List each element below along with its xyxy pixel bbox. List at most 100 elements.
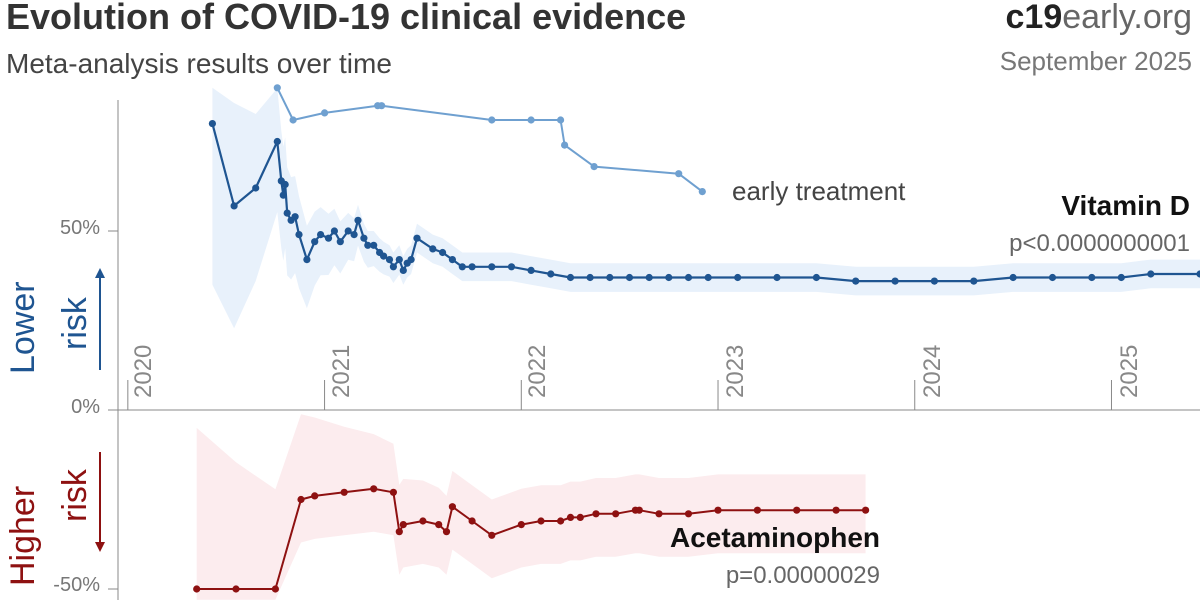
vitamin-d-point-41 xyxy=(566,273,575,282)
acetaminophen-point-15 xyxy=(488,531,496,539)
acetaminophen-ci-band xyxy=(196,414,866,600)
acetaminophen-point-0 xyxy=(193,585,201,593)
acetaminophen-point-19 xyxy=(566,513,575,522)
y-tick-minus-50: -50% xyxy=(53,574,100,596)
chart-title: Evolution of COVID-19 clinical evidence xyxy=(6,0,687,37)
vitamin-d-point-44 xyxy=(625,273,634,282)
vitamin-d-point-36 xyxy=(468,263,476,271)
vitamin-d-point-5 xyxy=(279,191,287,199)
y-tick-50: 50% xyxy=(59,217,100,239)
vitamin-d-line xyxy=(211,123,1200,283)
acetaminophen-point-1 xyxy=(232,585,240,593)
vitamin-d-early-line xyxy=(276,87,703,193)
vitamin-d-point-17 xyxy=(344,227,352,235)
vitamin-d-point-57 xyxy=(1048,273,1057,282)
x-tick-2024: 2024 xyxy=(919,344,946,398)
vitamin-d-point-34 xyxy=(448,256,456,264)
vitamin-d-point-15 xyxy=(330,227,338,235)
vitamin-d-early-point-6 xyxy=(527,116,535,124)
higher-risk-arrowhead xyxy=(95,542,105,552)
vitamin-d-point-11 xyxy=(303,256,311,264)
vitamin-d-early-point-0 xyxy=(273,84,281,92)
series-lines xyxy=(196,87,1200,590)
vitamin-d-point-58 xyxy=(1088,273,1096,282)
vitamin-d-point-16 xyxy=(336,238,344,246)
acetaminophen-point-13 xyxy=(448,503,456,511)
acetaminophen-label: Acetaminophen xyxy=(669,522,880,553)
acetaminophen-point-30 xyxy=(832,506,840,514)
vitamin-d-point-19 xyxy=(354,216,362,224)
vitamin-d-point-22 xyxy=(370,241,378,249)
vitamin-d-early-point-2 xyxy=(321,109,329,117)
vitamin-d-point-35 xyxy=(458,263,466,271)
x-tick-2025: 2025 xyxy=(1116,344,1143,398)
vitamin-d-point-45 xyxy=(645,273,653,282)
x-tick-2023: 2023 xyxy=(722,344,749,398)
vitamin-d-point-26 xyxy=(389,263,397,271)
vitamin-d-point-18 xyxy=(350,231,358,239)
vitamin-d-point-46 xyxy=(665,273,673,282)
vitamin-d-point-1 xyxy=(230,202,238,210)
acetaminophen-point-21 xyxy=(592,510,600,518)
vitamin-d-early-point-1 xyxy=(289,116,297,124)
vitamin-d-point-50 xyxy=(773,273,781,282)
acetaminophen-pvalue: p=0.00000029 xyxy=(725,562,880,589)
lower-risk-arrowhead xyxy=(95,268,105,278)
acetaminophen-point-11 xyxy=(435,521,443,529)
x-tick-2021: 2021 xyxy=(328,344,355,398)
vitamin-d-point-43 xyxy=(606,273,614,282)
acetaminophen-point-28 xyxy=(753,506,762,514)
vitamin-d-point-51 xyxy=(812,273,821,282)
vitamin-d-point-27 xyxy=(395,256,403,264)
acetaminophen-point-16 xyxy=(517,521,525,529)
vitamin-d-early-point-5 xyxy=(488,116,496,124)
vitamin-d-point-49 xyxy=(734,273,742,282)
acetaminophen-point-17 xyxy=(537,517,545,525)
acetaminophen-point-20 xyxy=(576,513,584,522)
vitamin-d-point-53 xyxy=(891,277,899,285)
vitamin-d-early-point-7 xyxy=(557,116,565,124)
vitamin-d-point-38 xyxy=(507,263,516,271)
y-tick-0: 0% xyxy=(71,396,100,418)
brand-bold: c19 xyxy=(1005,0,1063,36)
vitamin-d-point-28 xyxy=(399,266,407,274)
lower-risk-label-line2: risk xyxy=(56,297,94,350)
vitamin-d-point-61 xyxy=(1196,270,1200,278)
vitamin-d-point-48 xyxy=(704,273,712,282)
vitamin-d-point-55 xyxy=(970,277,978,285)
x-tick-2020: 2020 xyxy=(130,344,157,398)
vitamin-d-point-56 xyxy=(1009,273,1017,282)
vitamin-d-early-point-9 xyxy=(590,163,598,171)
chart-axes xyxy=(95,100,1200,600)
vitamin-d-point-47 xyxy=(684,273,693,282)
vitamin-d-point-33 xyxy=(439,248,447,257)
x-tick-2022: 2022 xyxy=(524,344,551,398)
lower-risk-label-line1: Lower xyxy=(4,281,42,374)
brand-logo[interactable]: c19early.org xyxy=(1006,0,1193,37)
vitamin-d-early-point-8 xyxy=(561,141,569,149)
series-points xyxy=(193,84,1200,593)
acetaminophen-point-22 xyxy=(612,510,620,518)
acetaminophen-point-9 xyxy=(399,521,407,529)
vitamin-d-point-42 xyxy=(586,273,594,282)
higher-risk-label-line1: Higher xyxy=(4,485,42,586)
vitamin-d-point-31 xyxy=(413,234,421,242)
vitamin-d-point-0 xyxy=(208,120,216,128)
vitamin-d-point-52 xyxy=(852,277,860,285)
vitamin-d-point-13 xyxy=(317,231,325,239)
acetaminophen-point-10 xyxy=(419,517,427,525)
acetaminophen-point-26 xyxy=(684,510,693,518)
vitamin-d-ci-band xyxy=(212,87,1200,329)
acetaminophen-point-6 xyxy=(370,485,378,493)
acetaminophen-point-4 xyxy=(311,492,319,500)
acetaminophen-point-12 xyxy=(442,528,451,536)
acetaminophen-point-5 xyxy=(340,488,348,496)
chart-subtitle: Meta-analysis results over time xyxy=(6,48,392,79)
vitamin-d-point-30 xyxy=(407,256,415,264)
vitamin-d-point-21 xyxy=(364,241,372,249)
acetaminophen-point-29 xyxy=(793,506,801,514)
vitamin-d-point-37 xyxy=(488,263,496,271)
vitamin-d-point-39 xyxy=(527,266,535,274)
early-treatment-label: early treatment xyxy=(732,176,906,206)
